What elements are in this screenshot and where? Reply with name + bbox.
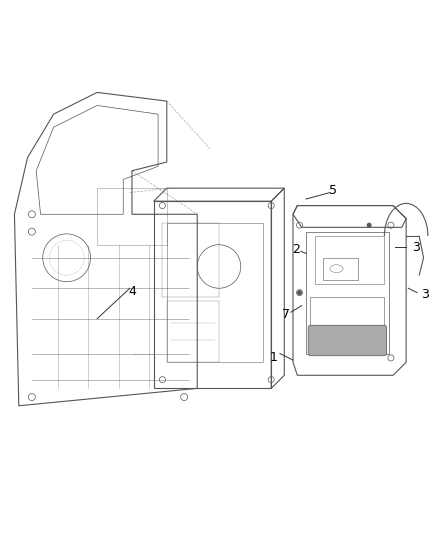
Circle shape — [367, 223, 371, 227]
Text: 4: 4 — [128, 285, 136, 298]
Text: 3: 3 — [412, 241, 420, 254]
FancyBboxPatch shape — [308, 325, 387, 356]
Text: 1: 1 — [269, 351, 277, 365]
Text: 3: 3 — [421, 288, 429, 301]
Text: 2: 2 — [293, 243, 300, 256]
Text: 7: 7 — [283, 308, 290, 321]
Circle shape — [298, 291, 301, 294]
Text: 5: 5 — [329, 184, 337, 197]
